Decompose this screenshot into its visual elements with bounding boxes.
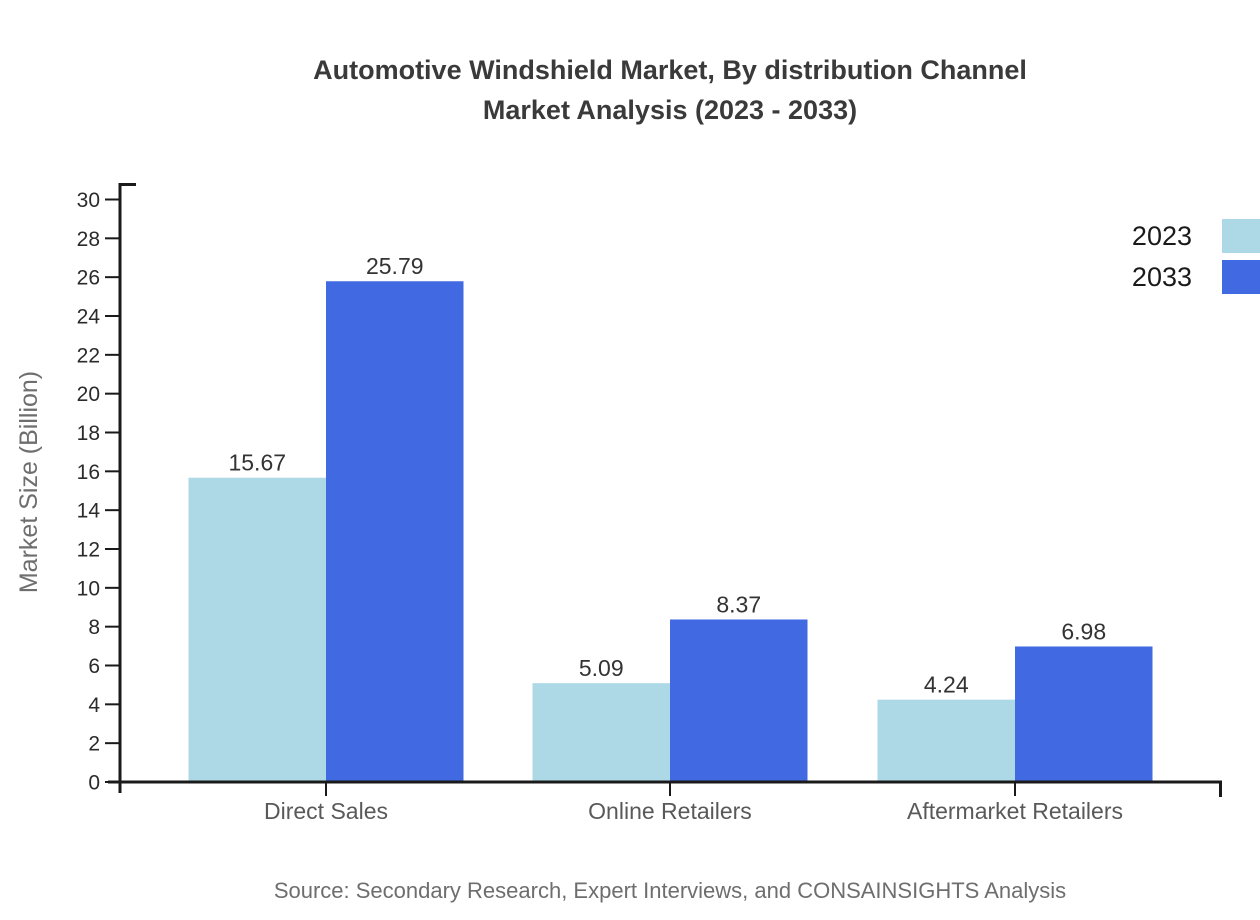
chart-title-line1: Automotive Windshield Market, By distrib… bbox=[313, 55, 1027, 85]
chart-title: Automotive Windshield Market, By distrib… bbox=[80, 50, 1260, 130]
legend: 2023 2033 bbox=[1132, 219, 1260, 301]
y-axis-tick-label: 28 bbox=[77, 228, 100, 251]
chart-title-line2: Market Analysis (2023 - 2033) bbox=[482, 95, 858, 125]
y-axis-tick-label: 10 bbox=[77, 577, 100, 600]
legend-item-2033: 2033 bbox=[1132, 260, 1260, 294]
legend-label-2033: 2033 bbox=[1131, 262, 1192, 292]
legend-item-2023: 2023 bbox=[1132, 219, 1260, 253]
y-axis-tick-label: 14 bbox=[77, 500, 101, 523]
x-axis-category-label-direct-sales: Direct Sales bbox=[264, 798, 388, 824]
bar-2033-aftermarket-retailers bbox=[1015, 646, 1153, 782]
y-axis-tick-label: 16 bbox=[77, 461, 100, 484]
y-axis-tick-label: 26 bbox=[77, 267, 100, 290]
source-note: Source: Secondary Research, Expert Inter… bbox=[273, 878, 1067, 903]
legend-swatch-2023 bbox=[1222, 219, 1260, 253]
legend-label-2023: 2023 bbox=[1131, 221, 1192, 251]
y-axis-tick-label: 6 bbox=[88, 655, 100, 678]
y-axis-tick-label: 2 bbox=[88, 733, 100, 756]
y-axis-tick-label: 4 bbox=[88, 694, 100, 717]
y-axis-title: Market Size (Billion) bbox=[15, 371, 43, 593]
bar-2033-direct-sales bbox=[326, 281, 464, 782]
bar-value-label: 8.37 bbox=[716, 591, 761, 617]
x-axis-category-label-aftermarket-retailers: Aftermarket Retailers bbox=[907, 798, 1123, 824]
bar-2033-online-retailers bbox=[670, 619, 808, 782]
bar-value-label: 5.09 bbox=[579, 655, 624, 681]
bar-value-label: 15.67 bbox=[228, 450, 286, 476]
y-axis-tick-label: 24 bbox=[77, 306, 101, 329]
y-axis-tick-label: 12 bbox=[77, 539, 100, 562]
y-axis-tick-label: 30 bbox=[77, 189, 100, 212]
y-axis-tick-label: 22 bbox=[77, 344, 100, 367]
y-axis-tick-label: 8 bbox=[88, 616, 100, 639]
bar-value-label: 25.79 bbox=[366, 253, 424, 279]
bar-value-label: 4.24 bbox=[924, 672, 969, 698]
bar-2023-online-retailers bbox=[532, 683, 670, 782]
legend-swatch-2033 bbox=[1222, 260, 1260, 294]
x-axis-category-label-online-retailers: Online Retailers bbox=[588, 798, 752, 824]
y-axis-tick-label: 20 bbox=[77, 383, 100, 406]
bar-2023-direct-sales bbox=[188, 477, 326, 782]
bar-2023-aftermarket-retailers bbox=[877, 699, 1015, 782]
bar-value-label: 6.98 bbox=[1061, 618, 1106, 644]
y-axis-tick-label: 0 bbox=[88, 772, 100, 795]
y-axis-tick-label: 18 bbox=[77, 422, 100, 445]
